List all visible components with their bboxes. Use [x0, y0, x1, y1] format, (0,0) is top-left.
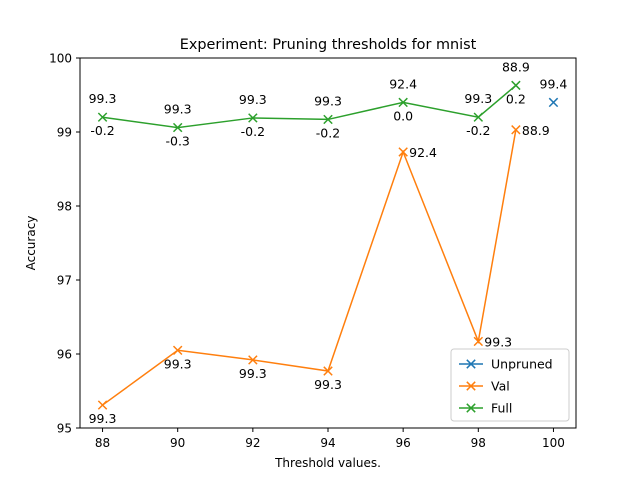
x-tick-label: 92 — [245, 436, 260, 450]
y-tick-label: 100 — [49, 52, 72, 66]
y-axis-label: Accuracy — [24, 216, 38, 271]
legend-box — [450, 348, 570, 422]
data-point-full — [248, 113, 258, 123]
legend-label-unpruned: Unpruned — [491, 357, 553, 372]
x-tick-label: 96 — [396, 436, 411, 450]
legend: Unpruned Val Full — [450, 348, 570, 422]
data-label-val: 88.9 — [522, 123, 550, 138]
data-point-full — [97, 112, 108, 122]
data-point-full — [511, 80, 521, 91]
y-tick-label: 98 — [57, 200, 72, 214]
y-tick-label: 96 — [57, 348, 72, 362]
x-tick-label: 98 — [471, 436, 486, 450]
data-point-val — [172, 345, 183, 356]
y-tick-label: 99 — [57, 126, 72, 140]
legend-label-full: Full — [491, 401, 512, 416]
data-label-delta-full: -0.2 — [466, 123, 490, 138]
data-label-unpruned: 99.4 — [540, 76, 568, 91]
data-label-val: 92.4 — [409, 145, 437, 160]
legend-item-val: Val — [459, 379, 510, 394]
data-point-val — [248, 355, 258, 365]
x-tick-label: 88 — [95, 436, 110, 450]
y-tick-label: 97 — [57, 274, 72, 288]
legend-marker-full — [466, 403, 476, 413]
data-label-full: 99.3 — [314, 93, 342, 108]
data-point-full — [323, 114, 333, 125]
data-point-full — [172, 122, 183, 133]
data-point-val — [398, 147, 408, 157]
legend-marker-unpruned — [466, 359, 476, 369]
data-label-full: 99.3 — [89, 91, 117, 106]
x-axis-label: Threshold values. — [274, 456, 381, 470]
data-label-val: 99.3 — [89, 411, 117, 426]
data-label-delta-full: 0.2 — [506, 91, 526, 106]
x-tick-label: 94 — [320, 436, 335, 450]
data-label-full: 99.3 — [164, 102, 192, 117]
data-label-full: 92.4 — [389, 76, 417, 91]
legend-item-full: Full — [459, 401, 512, 416]
data-point-val — [473, 336, 484, 347]
x-tick-label: 100 — [542, 436, 565, 450]
legend-item-unpruned: Unpruned — [459, 357, 553, 372]
data-label-delta-full: -0.2 — [316, 125, 340, 140]
axis-ticks: 88 90 92 94 96 98 100 95 96 97 98 99 100 — [49, 52, 565, 451]
data-label-val: 99.3 — [484, 334, 512, 349]
data-label-delta-full: -0.3 — [166, 134, 190, 149]
data-label-delta-full: -0.2 — [90, 123, 114, 138]
data-label-delta-full: -0.2 — [241, 124, 265, 139]
data-point-val — [97, 400, 108, 410]
y-tick-label: 95 — [57, 422, 72, 436]
data-label-val: 99.3 — [239, 366, 267, 381]
data-point-unpruned — [548, 97, 559, 108]
data-label-val: 99.3 — [314, 377, 342, 392]
data-label-delta-full: 0.0 — [393, 108, 413, 123]
plot-area: 99.4 99.3 99.3 99.3 99.3 92.4 99.3 88.9 99.3 -0.2… — [89, 59, 568, 426]
data-label-full: 88.9 — [502, 59, 530, 74]
data-point-val — [323, 366, 333, 376]
data-label-full: 99.3 — [239, 92, 267, 107]
x-tick-label: 90 — [170, 436, 185, 450]
legend-marker-val — [466, 381, 476, 391]
data-label-full: 99.3 — [464, 91, 492, 106]
data-label-val: 99.3 — [164, 356, 192, 371]
chart-title: Experiment: Pruning thresholds for mnist — [180, 37, 477, 53]
data-point-full — [473, 112, 484, 122]
data-point-full — [398, 97, 408, 108]
data-point-val — [511, 125, 521, 135]
legend-label-val: Val — [491, 379, 510, 394]
